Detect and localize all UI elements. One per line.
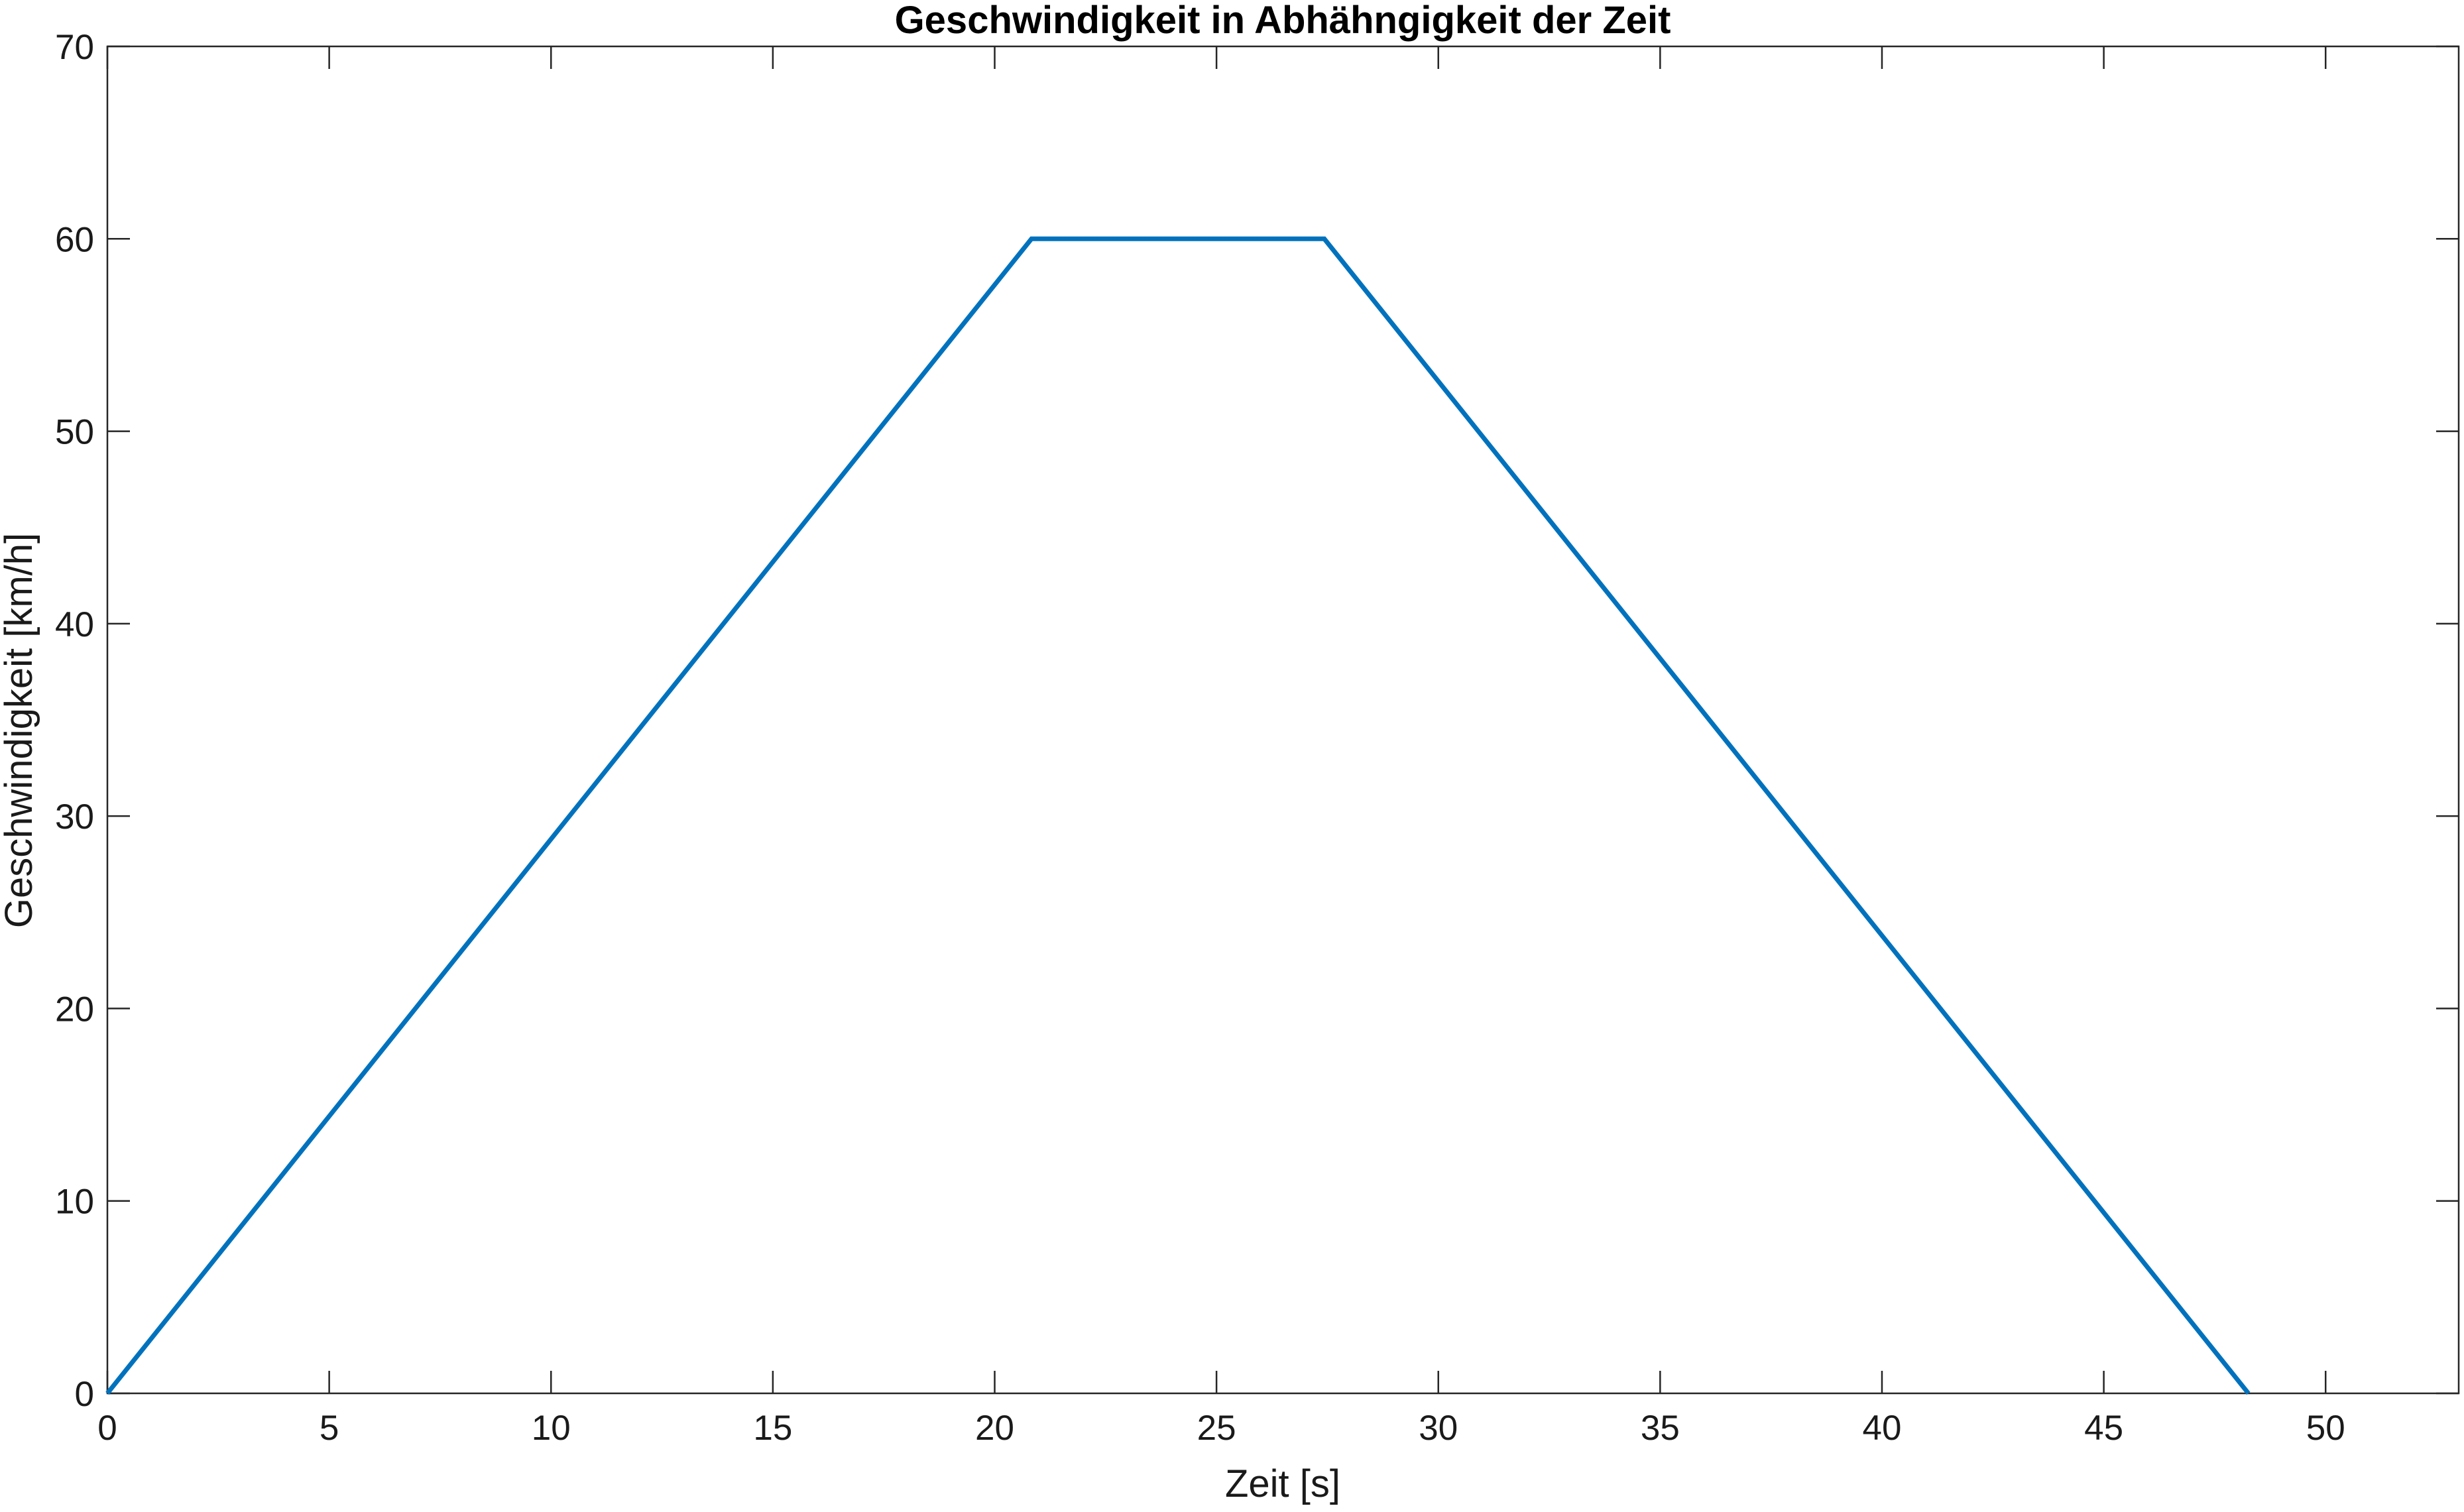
x-tick-label: 45 (2084, 1409, 2123, 1448)
x-tick-label: 35 (1641, 1409, 1680, 1448)
y-tick-label: 50 (55, 413, 94, 452)
x-axis-label: Zeit [s] (1225, 1462, 1340, 1505)
y-tick-label: 20 (55, 990, 94, 1029)
x-tick-label: 30 (1419, 1409, 1458, 1448)
y-tick-label: 60 (55, 220, 94, 259)
x-tick-label: 15 (753, 1409, 792, 1448)
series-group (105, 236, 2251, 1395)
y-tick-label: 70 (55, 28, 94, 67)
y-axis-label: Geschwindigkeit [km/h] (0, 533, 40, 928)
x-tick-label: 20 (975, 1409, 1014, 1448)
y-tick-label: 0 (75, 1375, 94, 1414)
y-tick-label: 30 (55, 797, 94, 837)
series-line-0 (105, 236, 2251, 1395)
x-tick-label: 5 (320, 1409, 339, 1448)
x-tick-label: 10 (532, 1409, 571, 1448)
ticks-group: 0 5 10 15 20 25 30 35 40 45 50 0 10 20 30 40 50 60 70 (55, 28, 2459, 1448)
chart-title: Geschwindigkeit in Abhähngigkeit der Zei… (895, 0, 1671, 42)
plot-area-frame (106, 45, 2460, 1395)
x-tick-label: 0 (97, 1409, 117, 1448)
x-tick-label: 40 (1863, 1409, 1902, 1448)
x-tick-label: 50 (2306, 1409, 2345, 1448)
x-tick-label: 25 (1197, 1409, 1236, 1448)
axes-group (106, 45, 2460, 1395)
y-tick-label: 10 (55, 1183, 94, 1222)
y-tick-label: 40 (55, 605, 94, 644)
